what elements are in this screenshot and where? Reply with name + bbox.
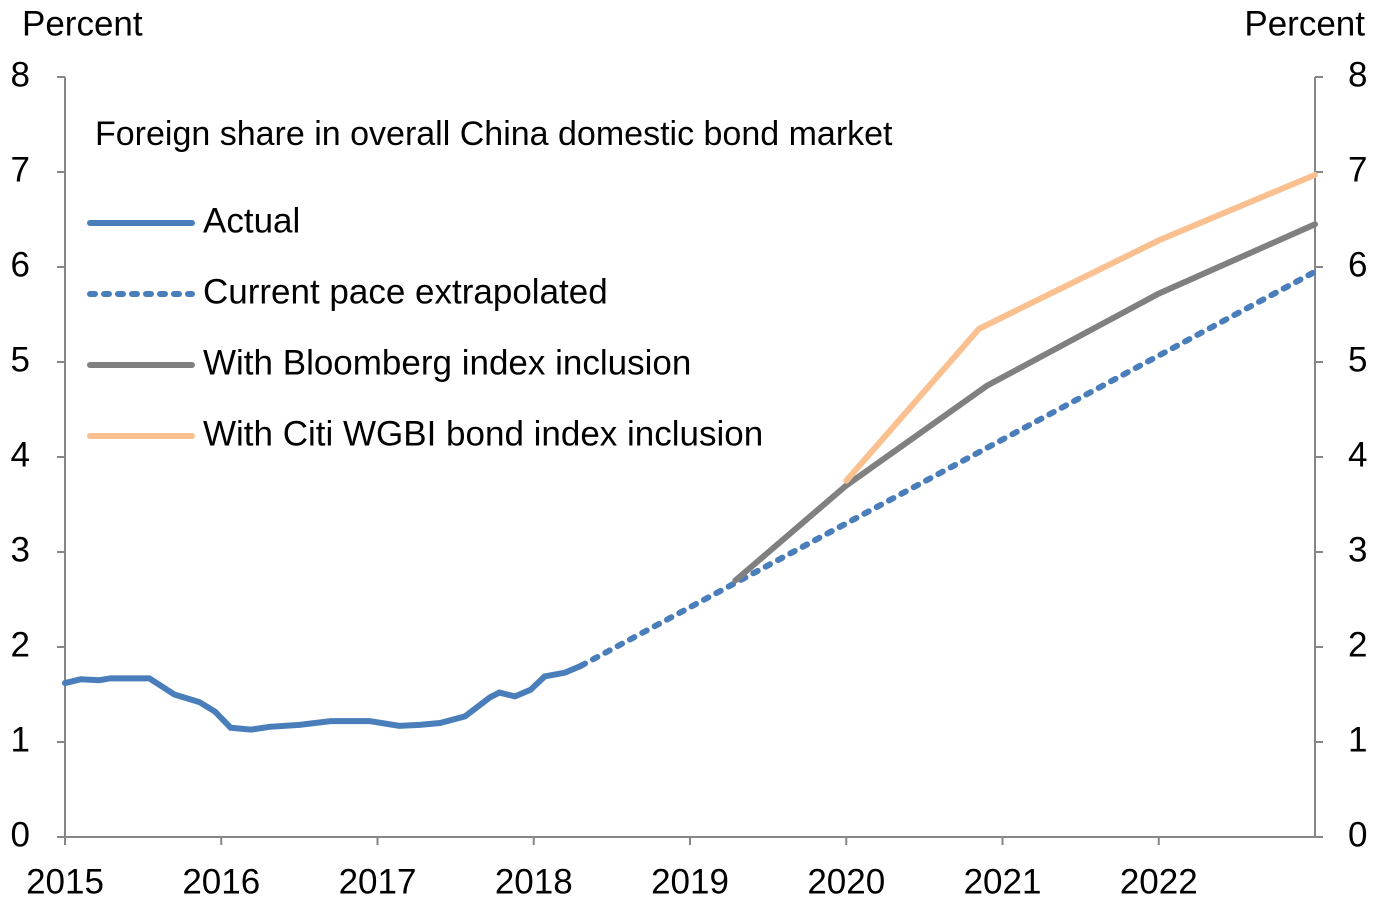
legend-label: With Bloomberg index inclusion xyxy=(203,343,691,382)
chart-title: Foreign share in overall China domestic … xyxy=(95,115,893,153)
y2-tick-label: 0 xyxy=(1348,815,1367,854)
y2-tick-label: 8 xyxy=(1348,55,1367,94)
x-tick-label: 2017 xyxy=(339,862,417,901)
y2-tick-label: 1 xyxy=(1348,720,1367,759)
x-tick-label: 2022 xyxy=(1120,862,1198,901)
y-tick-label: 4 xyxy=(11,435,30,474)
y-axis-label: Percent xyxy=(22,4,143,43)
y-tick-label: 2 xyxy=(11,625,30,664)
y-tick-label: 8 xyxy=(11,55,30,94)
y-tick-label: 3 xyxy=(11,530,30,569)
line-series xyxy=(843,171,1318,484)
x-tick-label: 2021 xyxy=(964,862,1042,901)
x-tick-label: 2015 xyxy=(26,862,104,901)
legend-label: Current pace extrapolated xyxy=(203,272,608,311)
y2-tick-label: 4 xyxy=(1348,435,1367,474)
line-series xyxy=(62,663,584,733)
legend-label: With Citi WGBI bond index inclusion xyxy=(203,414,763,453)
y2-tick-label: 5 xyxy=(1348,340,1367,379)
x-tick-label: 2016 xyxy=(182,862,260,901)
x-tick-label: 2020 xyxy=(807,862,885,901)
line-series xyxy=(577,268,1318,669)
y2-tick-label: 2 xyxy=(1348,625,1367,664)
x-tick-label: 2019 xyxy=(651,862,729,901)
y-tick-label: 6 xyxy=(11,245,30,284)
y2-tick-label: 3 xyxy=(1348,530,1367,569)
y2-tick-label: 7 xyxy=(1348,150,1367,189)
y2-axis-label: Percent xyxy=(1244,4,1365,43)
y-tick-label: 7 xyxy=(11,150,30,189)
y-tick-label: 1 xyxy=(11,720,30,759)
x-tick-label: 2018 xyxy=(495,862,573,901)
y-tick-label: 0 xyxy=(11,815,30,854)
y-tick-label: 5 xyxy=(11,340,30,379)
legend-label: Actual xyxy=(203,201,300,240)
y2-tick-label: 6 xyxy=(1348,245,1367,284)
line-series xyxy=(732,221,1318,584)
